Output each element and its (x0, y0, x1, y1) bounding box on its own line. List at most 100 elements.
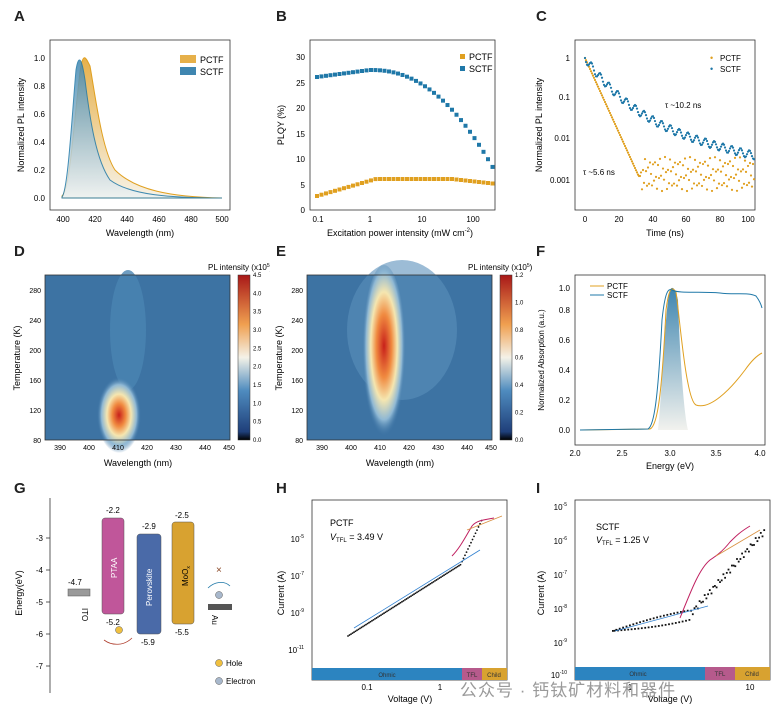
trpl-point-sctf (622, 100, 626, 103)
trpl-point-pctf (623, 144, 627, 148)
iv-point (708, 589, 711, 592)
x-axis-label: Wavelength (nm) (366, 458, 434, 468)
y-axis-label: PLQY (%) (276, 105, 286, 145)
y-axis-label: Temperature (K) (12, 325, 22, 390)
trpl-point-pctf (616, 129, 620, 132)
moox-layer (171, 521, 195, 625)
iv-point (435, 579, 438, 581)
trpl-point-pctf (657, 176, 661, 180)
trpl-point-pctf (663, 155, 667, 159)
svg-text:0.8: 0.8 (559, 306, 571, 315)
trpl-point-sctf (618, 95, 622, 98)
plqy-point-sctf (436, 94, 441, 99)
svg-text:25: 25 (296, 79, 305, 88)
iv-point (467, 548, 469, 550)
svg-text:1: 1 (566, 54, 571, 63)
plqy-point-sctf (459, 118, 463, 123)
iv-point (399, 601, 402, 604)
legend-sctf: SCTF (720, 65, 741, 74)
svg-text:430: 430 (170, 445, 182, 452)
trpl-point-pctf (739, 170, 743, 173)
svg-text:10: 10 (746, 683, 755, 692)
plqy-point-sctf (432, 90, 436, 95)
svg-text:0.4: 0.4 (559, 366, 571, 375)
svg-text:390: 390 (54, 445, 66, 452)
plqy-point-pctf (445, 177, 450, 181)
trpl-point-pctf (666, 168, 670, 172)
ito-layer (67, 588, 91, 597)
trpl-point-sctf (724, 149, 728, 152)
iv-point (695, 605, 698, 608)
trpl-point-pctf (596, 85, 600, 88)
iv-point (419, 589, 421, 592)
plqy-point-sctf (369, 68, 373, 72)
trpl-point-sctf (744, 155, 748, 158)
trpl-point-pctf (729, 175, 733, 179)
iv-point (456, 565, 459, 568)
iv-point (396, 603, 399, 606)
trpl-point-pctf (656, 163, 660, 167)
iv-point (474, 532, 477, 535)
y-axis-label: Energy(eV) (14, 570, 24, 616)
plqy-point-pctf (342, 186, 346, 191)
trpl-point-pctf (718, 159, 722, 162)
iv-point (717, 579, 720, 581)
plqy-point-sctf (409, 76, 414, 81)
iv-point (402, 599, 405, 602)
iv-point (353, 631, 355, 634)
plqy-point-sctf (405, 74, 409, 79)
trpl-point-sctf (663, 128, 667, 131)
svg-text:0.2: 0.2 (34, 166, 46, 175)
watermark: 公众号 · 钙钛矿材料和器件 (460, 681, 677, 700)
iv-point (744, 550, 747, 553)
trpl-point-sctf (600, 76, 604, 79)
iv-point (618, 627, 621, 630)
trpl-point-pctf (634, 169, 638, 172)
trpl-point-pctf (650, 184, 654, 187)
iv-point (390, 607, 393, 610)
svg-text:10-9: 10-9 (554, 638, 568, 648)
trpl-point-pctf (643, 157, 647, 161)
trpl-point-pctf (661, 167, 665, 170)
iv-point (369, 620, 372, 623)
iv-point (452, 568, 454, 571)
svg-text:MoOx: MoOx (181, 566, 192, 586)
trpl-point-pctf (708, 157, 712, 160)
colorbar-tick: 2.5 (253, 346, 262, 352)
plqy-point-pctf (409, 177, 414, 181)
svg-text:ITO: ITO (80, 608, 89, 621)
iv-point (676, 611, 679, 614)
trpl-point-sctf (705, 139, 709, 143)
plqy-point-sctf (463, 123, 468, 128)
iv-point (681, 620, 684, 623)
plqy-point-pctf (382, 177, 387, 181)
plqy-point-pctf (369, 178, 373, 183)
trpl-point-pctf (674, 173, 678, 176)
iv-point (623, 628, 626, 631)
trpl-point-pctf (668, 158, 672, 161)
x-axis-label: Wavelength (nm) (106, 228, 174, 238)
trpl-point-pctf (706, 164, 710, 167)
iv-point (437, 578, 439, 580)
plqy-point-pctf (450, 177, 454, 181)
trpl-point-sctf (683, 136, 687, 139)
trpl-point-pctf (733, 156, 737, 159)
trpl-point-pctf (598, 89, 602, 93)
iv-point (384, 611, 387, 614)
plqy-point-sctf (396, 71, 400, 76)
svg-text:0.6: 0.6 (559, 336, 571, 345)
trpl-point-sctf (584, 60, 588, 64)
trpl-point-pctf (660, 189, 664, 193)
trpl-point-sctf (726, 151, 730, 154)
iv-point (465, 551, 468, 554)
iv-point (669, 613, 672, 615)
iv-point (646, 619, 648, 622)
iv-point (671, 622, 674, 625)
trpl-point-pctf (669, 170, 673, 173)
panel-e-heatmap: 0.0 0.2 0.4 0.6 0.8 1.0 1.2 PL intensity (x105… (274, 260, 532, 468)
svg-text:0.1: 0.1 (361, 683, 373, 692)
trpl-point-sctf (601, 80, 605, 83)
colorbar-tick: 1.5 (253, 383, 262, 389)
iv-point (393, 605, 396, 608)
plqy-point-sctf (373, 68, 378, 73)
